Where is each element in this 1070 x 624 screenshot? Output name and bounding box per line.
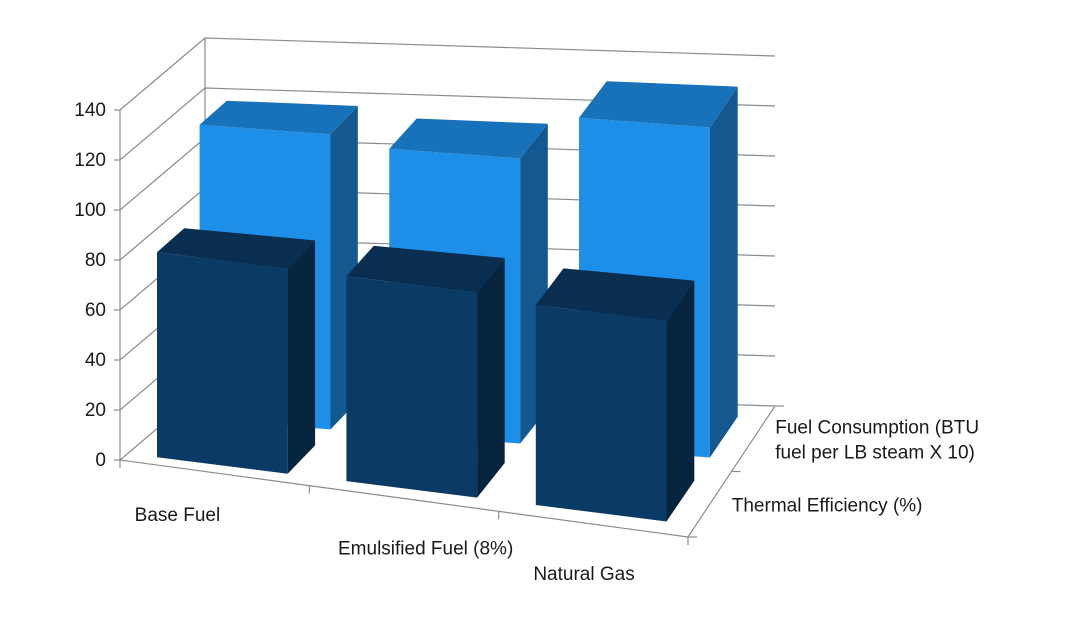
y-tick-label: 100 <box>74 200 106 221</box>
bar-top-face <box>346 245 505 293</box>
y-tick-label: 140 <box>74 100 106 121</box>
chart-floor <box>119 405 784 545</box>
bar-front-face <box>346 276 478 498</box>
bar-side-face <box>666 280 695 522</box>
y-tick-label: 120 <box>74 150 106 171</box>
y-tick-label: 60 <box>85 300 106 321</box>
bar <box>346 245 505 498</box>
bar-side-face <box>477 258 505 498</box>
category-label: Natural Gas <box>533 564 634 585</box>
bar-front-face <box>535 305 667 522</box>
bar-top-face <box>579 81 738 128</box>
axis-labels: 0 20 40 60 80 100 120 140 Base Fuel Emulsified Fu… <box>74 100 979 585</box>
y-tick-label: 80 <box>85 250 106 271</box>
bar <box>157 228 316 474</box>
y-tick-label: 0 <box>95 450 106 471</box>
bar-front-face <box>157 252 288 474</box>
series-label: Fuel Consumption (BTU fuel per LB steam X… <box>775 417 979 463</box>
category-label: Base Fuel <box>135 505 221 526</box>
bar-top-face <box>535 268 695 322</box>
bars <box>157 81 738 522</box>
bar <box>535 268 695 522</box>
bar-side-face <box>287 240 316 474</box>
category-label: Emulsified Fuel (8%) <box>338 539 513 560</box>
y-tick-label: 20 <box>85 400 106 421</box>
y-tick-label: 40 <box>85 350 106 371</box>
bar-top-face <box>157 228 316 269</box>
bar-top-face <box>389 118 548 159</box>
gridline <box>119 87 776 161</box>
series-label: Thermal Efficiency (%) <box>732 495 923 516</box>
x-axis-line <box>119 459 689 538</box>
gridline <box>119 37 776 111</box>
bar-top-face <box>199 100 358 135</box>
bar-side-face <box>709 86 738 458</box>
